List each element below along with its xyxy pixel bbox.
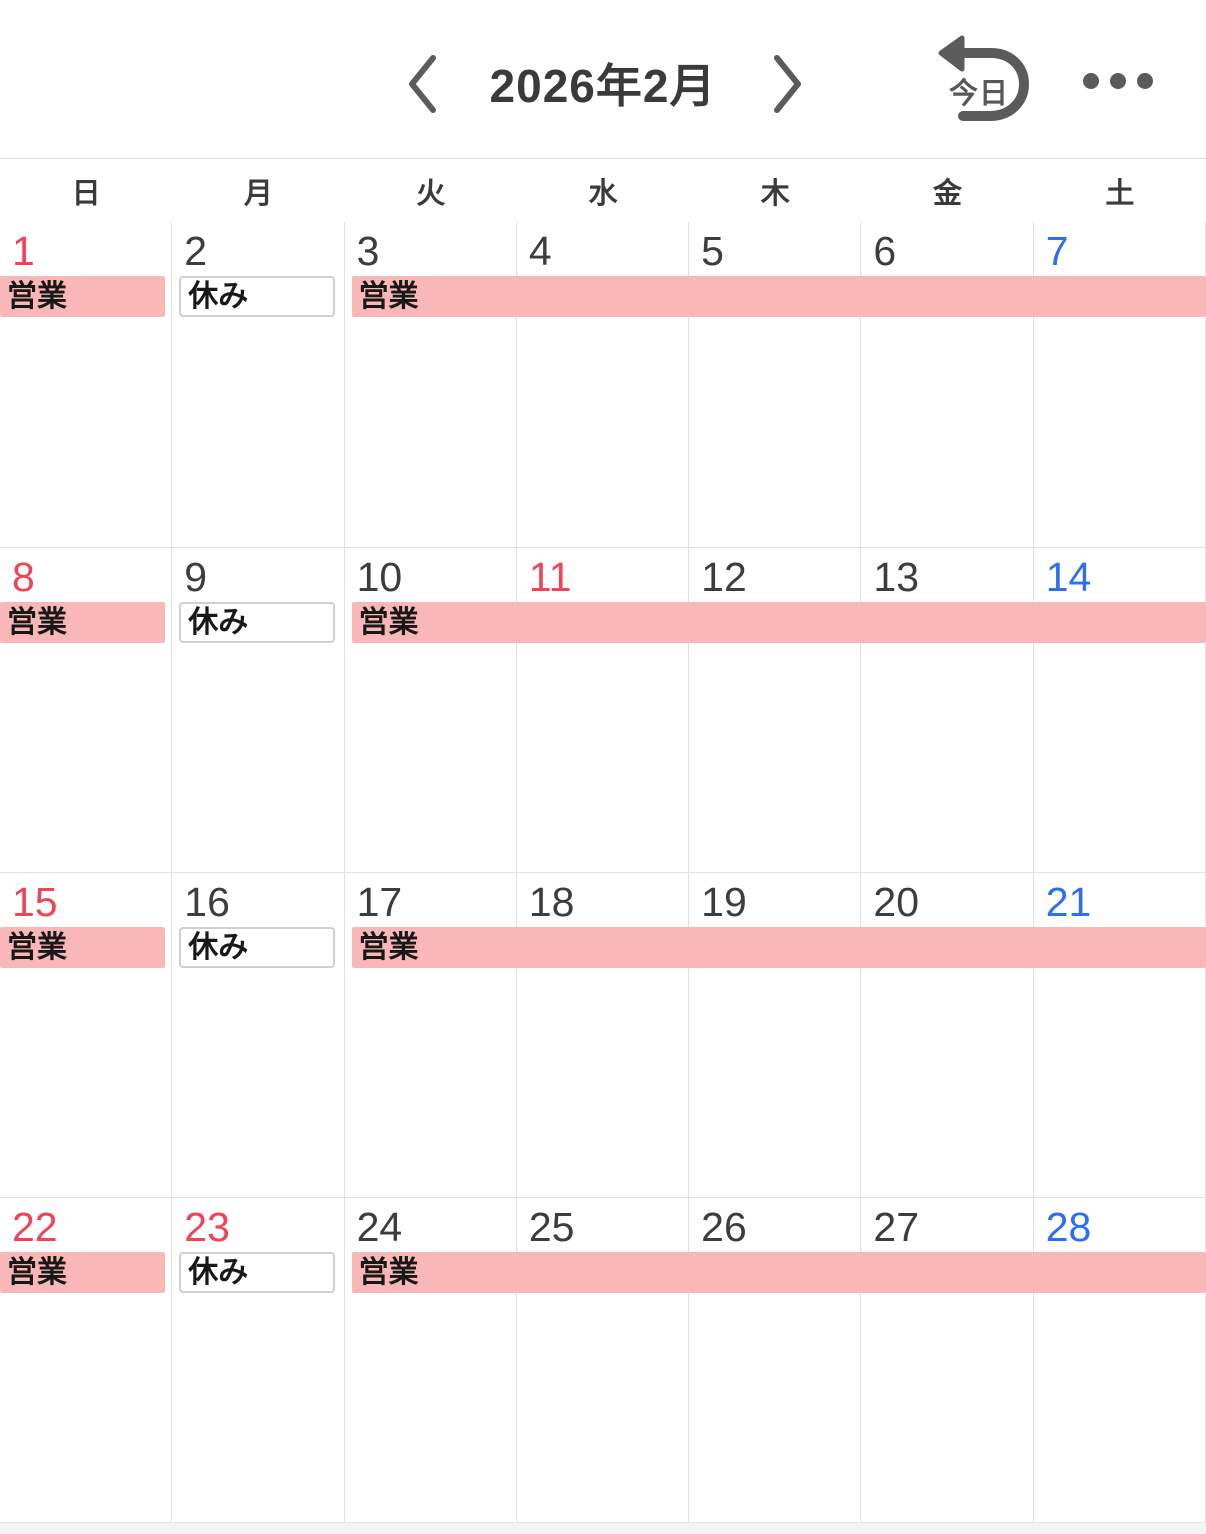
day-cell-25[interactable]: 25	[517, 1198, 690, 1522]
day-number: 15	[12, 879, 58, 925]
week-row-3: 15 16 17 18 19 20 21 営業 休み 営業	[0, 872, 1206, 1197]
day-number: 9	[184, 554, 208, 600]
event-closed-box[interactable]: 休み	[179, 927, 335, 968]
day-cell-14[interactable]: 14	[1034, 548, 1206, 872]
event-open-bar[interactable]: 営業	[351, 276, 1206, 317]
day-number: 14	[1045, 554, 1092, 600]
day-cell-19[interactable]: 19	[689, 873, 862, 1197]
day-number: 27	[873, 1204, 920, 1250]
weekday-label-3: 水	[588, 177, 618, 210]
event-open-bar[interactable]: 営業	[351, 1252, 1206, 1293]
day-cell-21[interactable]: 21	[1034, 873, 1206, 1197]
day-number: 6	[873, 228, 897, 274]
day-cell-20[interactable]: 20	[861, 873, 1034, 1197]
weekday-label-4: 木	[760, 177, 790, 210]
event-open-bar[interactable]: 営業	[0, 1252, 166, 1293]
week-row-1: 1 2 3 4 5 6 7 営業 休み 営業	[0, 222, 1206, 547]
day-cell-28[interactable]: 28	[1034, 1198, 1206, 1522]
day-cell-5[interactable]: 5	[689, 222, 862, 547]
next-month-button[interactable]	[766, 53, 810, 117]
day-number: 4	[528, 228, 552, 274]
weekday-label-2: 火	[416, 177, 446, 210]
day-number: 16	[184, 879, 230, 925]
weekday-header-row: 日月火水木金土	[0, 158, 1206, 222]
day-number: 13	[873, 554, 920, 600]
today-button[interactable]: 今日	[934, 34, 1034, 132]
day-number: 24	[356, 1204, 403, 1250]
day-number: 11	[528, 554, 572, 600]
day-number: 3	[356, 228, 380, 274]
page-title: 2026年2月	[489, 60, 717, 112]
day-cell-17[interactable]: 17	[345, 873, 517, 1197]
day-cell-16[interactable]: 16	[172, 873, 345, 1197]
day-cell-12[interactable]: 12	[689, 548, 862, 872]
event-closed-box[interactable]: 休み	[179, 602, 335, 643]
more-options-button[interactable]	[1078, 60, 1158, 104]
day-cell-6[interactable]: 6	[861, 222, 1034, 547]
day-cell-15[interactable]: 15	[0, 873, 173, 1197]
calendar-header: 2026年2月 今日	[0, 0, 1206, 158]
day-number: 21	[1045, 879, 1092, 925]
day-number: 18	[528, 879, 575, 925]
chevron-left-icon	[405, 53, 439, 118]
weekday-label-1: 月	[243, 177, 273, 210]
weekday-label-0: 日	[71, 177, 101, 210]
today-button-label: 今日	[949, 78, 1010, 110]
day-cell-9[interactable]: 9	[172, 548, 345, 872]
day-number: 20	[873, 879, 920, 925]
day-cell-1[interactable]: 1	[0, 222, 173, 547]
ellipsis-icon	[1081, 71, 1155, 94]
day-cell-13[interactable]: 13	[861, 548, 1034, 872]
day-number: 19	[701, 879, 747, 925]
day-cell-4[interactable]: 4	[517, 222, 690, 547]
day-number: 22	[12, 1204, 58, 1250]
event-open-bar[interactable]: 営業	[0, 276, 166, 317]
calendar-grid: 1 2 3 4 5 6 7 営業 休み 営業 8 9 10 11 12 13 14 営業 休み 営業 15 16 17 18 1…	[0, 222, 1206, 1522]
chevron-right-icon	[771, 53, 805, 118]
day-number: 12	[701, 554, 747, 600]
weekday-label-5: 金	[933, 177, 963, 210]
day-cell-3[interactable]: 3	[345, 222, 517, 547]
day-number: 28	[1045, 1204, 1092, 1250]
weekday-label-6: 土	[1105, 177, 1135, 210]
prev-month-button[interactable]	[400, 53, 444, 117]
event-open-bar[interactable]: 営業	[0, 927, 166, 968]
day-cell-22[interactable]: 22	[0, 1198, 173, 1522]
event-closed-box[interactable]: 休み	[179, 1252, 335, 1293]
day-cell-10[interactable]: 10	[345, 548, 517, 872]
day-number: 25	[528, 1204, 575, 1250]
week-row-4: 22 23 24 25 26 27 28 営業 休み 営業	[0, 1197, 1206, 1522]
day-cell-27[interactable]: 27	[861, 1198, 1034, 1522]
day-cell-2[interactable]: 2	[172, 222, 345, 547]
day-cell-18[interactable]: 18	[517, 873, 690, 1197]
week-row-2: 8 9 10 11 12 13 14 営業 休み 営業	[0, 547, 1206, 872]
event-open-bar[interactable]: 営業	[0, 602, 166, 643]
day-number: 1	[12, 228, 35, 274]
day-number: 2	[184, 228, 208, 274]
day-number: 5	[701, 228, 724, 274]
day-cell-11[interactable]: 11	[517, 548, 690, 872]
event-open-bar[interactable]: 営業	[351, 927, 1206, 968]
day-number: 7	[1045, 228, 1069, 274]
day-number: 26	[701, 1204, 747, 1250]
day-cell-23[interactable]: 23	[172, 1198, 345, 1522]
day-cell-8[interactable]: 8	[0, 548, 173, 872]
day-number: 17	[356, 879, 403, 925]
day-number: 10	[356, 554, 403, 600]
day-number: 23	[184, 1204, 230, 1250]
event-closed-box[interactable]: 休み	[179, 276, 335, 317]
day-cell-26[interactable]: 26	[689, 1198, 862, 1522]
day-cell-7[interactable]: 7	[1034, 222, 1206, 547]
bottom-bar	[0, 1522, 1206, 1534]
day-number: 8	[12, 554, 35, 600]
event-open-bar[interactable]: 営業	[351, 602, 1206, 643]
day-cell-24[interactable]: 24	[345, 1198, 517, 1522]
